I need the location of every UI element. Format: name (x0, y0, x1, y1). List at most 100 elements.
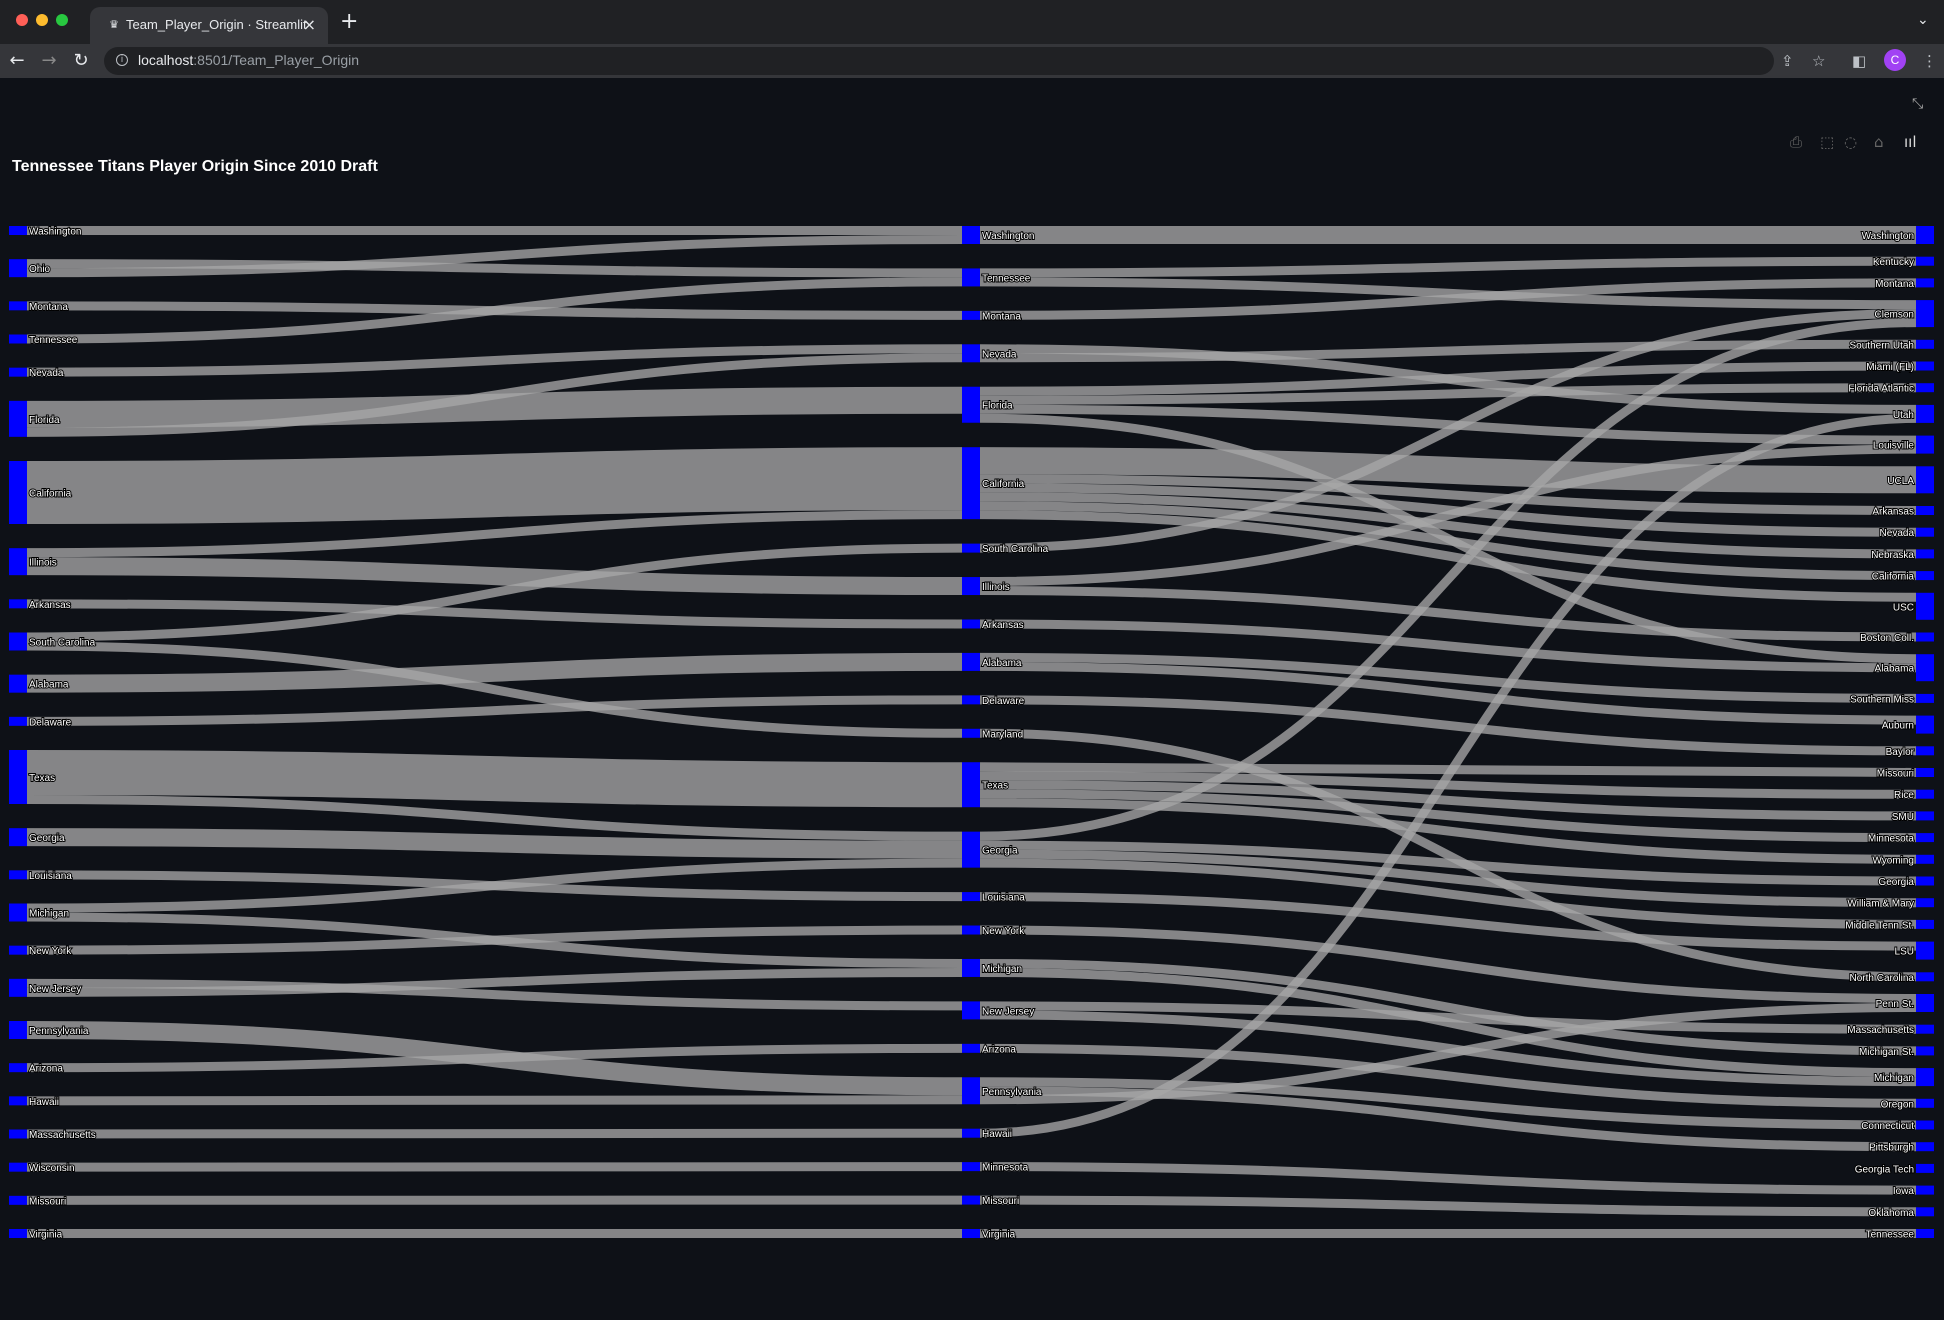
sankey-node[interactable] (9, 1162, 27, 1172)
new-tab-icon[interactable]: + (340, 9, 359, 34)
sankey-node[interactable] (962, 831, 980, 868)
sankey-link[interactable] (26, 828, 963, 859)
sankey-node[interactable] (1916, 571, 1934, 581)
sankey-node[interactable] (962, 728, 980, 738)
sankey-node[interactable] (9, 632, 27, 651)
sankey-node[interactable] (9, 226, 27, 235)
sankey-link[interactable] (26, 641, 963, 738)
sankey-node[interactable] (962, 310, 980, 320)
sankey-link[interactable] (26, 1095, 963, 1106)
sankey-link[interactable] (979, 413, 1917, 1138)
sankey-node[interactable] (1916, 1142, 1934, 1152)
sankey-link[interactable] (979, 383, 1917, 405)
sankey-link[interactable] (26, 510, 963, 558)
sankey-node[interactable] (962, 226, 980, 244)
sankey-link[interactable] (979, 474, 1917, 515)
sankey-node[interactable] (1916, 833, 1934, 843)
sankey-node[interactable] (1916, 383, 1934, 393)
lasso-select-icon[interactable]: ◌ (1844, 133, 1858, 151)
sankey-link[interactable] (26, 795, 963, 841)
sankey-node[interactable] (9, 716, 27, 726)
sankey-node[interactable] (1916, 1229, 1934, 1238)
sankey-link[interactable] (26, 858, 963, 913)
sankey-node[interactable] (1916, 972, 1934, 982)
sankey-link[interactable] (979, 728, 1917, 982)
sankey-node[interactable] (1916, 632, 1934, 642)
sankey-link[interactable] (979, 339, 1917, 363)
sankey-node[interactable] (1916, 404, 1934, 423)
sankey-link[interactable] (26, 652, 963, 693)
sankey-node[interactable] (962, 892, 980, 902)
sankey-link[interactable] (979, 892, 1917, 951)
sankey-link[interactable] (979, 652, 1917, 703)
sankey-node[interactable] (9, 400, 27, 437)
sankey-link[interactable] (26, 386, 963, 428)
sankey-link[interactable] (26, 235, 963, 278)
sankey-link[interactable] (979, 501, 1917, 581)
sankey-node[interactable] (1916, 1163, 1934, 1173)
sankey-node[interactable] (962, 652, 980, 671)
sankey-node[interactable] (962, 762, 980, 808)
sankey-node[interactable] (9, 1096, 27, 1106)
sankey-node[interactable] (962, 577, 980, 596)
sankey-link[interactable] (26, 967, 963, 997)
sankey-node[interactable] (1916, 1120, 1934, 1130)
sankey-node[interactable] (1916, 339, 1934, 349)
sankey-node[interactable] (1916, 1024, 1934, 1034)
sankey-node[interactable] (962, 543, 980, 553)
sankey-node[interactable] (1916, 941, 1934, 960)
camera-icon[interactable]: ⎙ (1790, 133, 1803, 151)
sankey-node[interactable] (9, 1229, 27, 1238)
sankey-link[interactable] (979, 1001, 1917, 1034)
sankey-node[interactable] (962, 1128, 980, 1138)
tab-search-chevron-icon[interactable]: ⌄ (1917, 12, 1929, 28)
sankey-link[interactable] (979, 695, 1917, 756)
sankey-link[interactable] (26, 1043, 963, 1073)
sankey-node[interactable] (1916, 746, 1934, 756)
sankey-link[interactable] (979, 1077, 1917, 1130)
sankey-link[interactable] (979, 277, 1917, 310)
sankey-node[interactable] (9, 301, 27, 311)
sankey-node[interactable] (9, 1129, 27, 1139)
sankey-link[interactable] (26, 543, 963, 642)
sankey-link[interactable] (979, 309, 1917, 553)
share-icon[interactable]: ⇪ (1781, 52, 1794, 70)
browser-tab[interactable]: ♛ Team_Player_Origin · Streamlit × (90, 7, 328, 44)
sankey-node[interactable] (962, 619, 980, 629)
sankey-node[interactable] (1916, 1046, 1934, 1056)
sankey-link[interactable] (26, 695, 963, 726)
sankey-node[interactable] (962, 1001, 980, 1020)
sankey-node[interactable] (962, 447, 980, 520)
sankey-link[interactable] (26, 750, 963, 808)
sankey-link[interactable] (26, 277, 963, 344)
sankey-node[interactable] (9, 1063, 27, 1073)
sankey-link[interactable] (979, 483, 1917, 537)
sankey-node[interactable] (1916, 256, 1934, 266)
sankey-node[interactable] (9, 674, 27, 693)
sankey-node[interactable] (962, 1229, 980, 1238)
forward-arrow-icon[interactable]: → (41, 50, 57, 71)
sankey-node[interactable] (1916, 1098, 1934, 1108)
sankey-link[interactable] (979, 849, 1917, 908)
sankey-link[interactable] (26, 1162, 963, 1172)
sankey-link[interactable] (979, 586, 1917, 642)
sankey-link[interactable] (26, 978, 963, 1011)
sankey-link[interactable] (26, 1128, 963, 1139)
sankey-node[interactable] (9, 1195, 27, 1205)
sankey-link[interactable] (979, 1195, 1917, 1217)
sankey-link[interactable] (979, 925, 1917, 1003)
box-select-icon[interactable]: ⬚ (1820, 133, 1835, 151)
back-arrow-icon[interactable]: ← (9, 50, 25, 71)
sankey-link[interactable] (26, 259, 963, 278)
sankey-link[interactable] (979, 1043, 1917, 1108)
sankey-node[interactable] (1916, 994, 1934, 1012)
sankey-node[interactable] (9, 461, 27, 524)
sankey-node[interactable] (962, 925, 980, 935)
sankey-link[interactable] (979, 1010, 1917, 1087)
sankey-link[interactable] (979, 967, 1917, 1078)
sankey-node[interactable] (962, 958, 980, 977)
browser-menu-icon[interactable]: ⋮ (1922, 52, 1937, 70)
sankey-node[interactable] (9, 828, 27, 847)
sankey-node[interactable] (1916, 876, 1934, 886)
sankey-node[interactable] (1916, 854, 1934, 864)
